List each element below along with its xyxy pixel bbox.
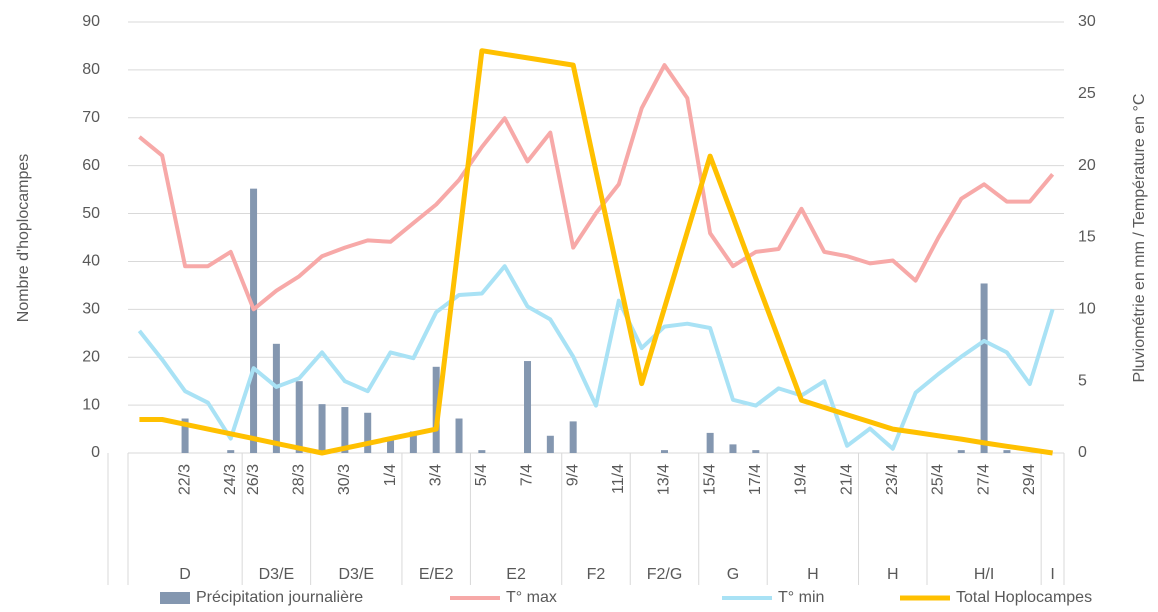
group-label: I	[1050, 566, 1054, 583]
bar	[957, 450, 965, 453]
y-tick-label: 0	[91, 444, 100, 461]
bar	[227, 450, 235, 453]
x-tick-label: 11/4	[610, 464, 627, 494]
x-tick-label: 30/3	[336, 464, 353, 495]
group-label: H/I	[974, 566, 994, 583]
bar	[980, 283, 988, 453]
group-label: D3/E	[259, 566, 295, 583]
y2-tick-label: 20	[1078, 157, 1096, 174]
bar	[272, 343, 280, 453]
x-tick-label: 26/3	[245, 464, 262, 495]
x-tick-label: 15/4	[701, 464, 718, 495]
group-label: E2	[506, 566, 526, 583]
group-label: G	[727, 566, 739, 583]
y-tick-label: 80	[82, 61, 100, 78]
y2-axis-title: Pluviométrie en mm / Température en °C	[1131, 94, 1148, 383]
group-label: F2/G	[647, 566, 683, 583]
bar	[569, 421, 577, 453]
y-tick-label: 30	[82, 301, 100, 318]
legend-label: T° min	[778, 589, 824, 606]
y-tick-label: 70	[82, 109, 100, 126]
bar	[318, 404, 326, 453]
x-tick-label: 25/4	[930, 464, 947, 495]
bar	[250, 188, 258, 454]
bar	[341, 407, 349, 453]
x-tick-label: 21/4	[838, 464, 855, 495]
y2-tick-label: 0	[1078, 444, 1087, 461]
bar	[387, 437, 395, 453]
bar	[478, 450, 486, 453]
x-tick-label: 13/4	[656, 464, 673, 495]
group-label: D	[179, 566, 191, 583]
x-tick-label: 29/4	[1021, 464, 1038, 495]
x-tick-label: 27/4	[975, 464, 992, 495]
group-label: H	[887, 566, 899, 583]
bar	[409, 431, 417, 453]
bar	[524, 361, 532, 453]
y-tick-label: 10	[82, 396, 100, 413]
x-tick-label: 28/3	[290, 464, 307, 495]
y2-tick-label: 15	[1078, 229, 1096, 246]
bar	[364, 412, 372, 453]
x-tick-label: 19/4	[793, 464, 810, 495]
y2-tick-label: 5	[1078, 372, 1087, 389]
group-label: H	[807, 566, 819, 583]
legend-swatch	[160, 592, 190, 604]
legend-label: Total Hoplocampes	[956, 589, 1092, 606]
x-tick-label: 17/4	[747, 464, 764, 495]
y-tick-label: 60	[82, 157, 100, 174]
bar	[729, 444, 737, 453]
x-tick-label: 9/4	[564, 464, 581, 486]
x-tick-label: 5/4	[473, 464, 490, 486]
bar	[752, 450, 760, 453]
y-tick-label: 20	[82, 348, 100, 365]
x-tick-label: 22/3	[176, 464, 193, 495]
bar	[546, 435, 554, 453]
y-tick-label: 90	[82, 13, 100, 30]
y-tick-label: 50	[82, 205, 100, 222]
x-tick-label: 3/4	[427, 464, 444, 486]
bar	[295, 381, 303, 453]
group-label: F2	[587, 566, 606, 583]
y-axis-title: Nombre d'hoplocampes	[15, 154, 32, 322]
x-tick-label: 1/4	[382, 464, 399, 486]
bar	[706, 432, 714, 453]
legend-label: Précipitation journalière	[196, 589, 363, 606]
line	[139, 48, 1053, 456]
y2-tick-label: 10	[1078, 301, 1096, 318]
y2-tick-label: 30	[1078, 13, 1096, 30]
x-tick-label: 23/4	[884, 464, 901, 495]
bar	[660, 450, 668, 453]
x-tick-label: 7/4	[519, 464, 536, 486]
legend-label: T° max	[506, 589, 557, 606]
y-tick-label: 40	[82, 253, 100, 270]
bar	[1003, 450, 1011, 453]
bar	[181, 418, 189, 453]
bar	[455, 418, 463, 453]
y2-tick-label: 25	[1078, 85, 1096, 102]
line	[138, 63, 1055, 312]
x-tick-label: 24/3	[222, 464, 239, 495]
group-label: E/E2	[419, 566, 454, 583]
group-label: D3/E	[339, 566, 375, 583]
